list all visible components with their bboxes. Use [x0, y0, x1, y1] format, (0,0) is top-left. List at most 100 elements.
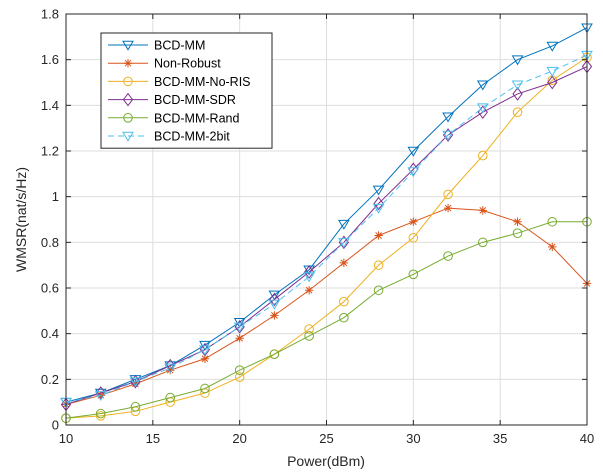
legend-item: BCD-MM-2bit: [108, 130, 230, 144]
series-line: [65, 54, 588, 403]
data-point: [478, 206, 487, 215]
legend-item: Non-Robust: [108, 57, 221, 71]
data-point: [547, 75, 558, 90]
data-point: [304, 286, 314, 295]
data-point: [443, 203, 453, 213]
data-point: [200, 383, 210, 394]
y-tick-label: 0.6: [41, 281, 59, 296]
legend-item: BCD-MM: [108, 39, 205, 53]
data-point: [269, 292, 280, 307]
data-point: [268, 290, 281, 301]
legend-label: Non-Robust: [154, 57, 221, 71]
data-point: [304, 324, 314, 334]
legend-item: BCD-MM-Rand: [108, 111, 239, 125]
legend-box: [100, 32, 273, 149]
data-point: [372, 185, 385, 196]
series-line: [65, 56, 588, 419]
data-point: [337, 238, 350, 249]
x-axis-label: Power(dBm): [287, 453, 365, 469]
legend: BCD-MM Non-Robust BCD-MM-No-RIS BCD-MM-SDR B…: [100, 32, 273, 149]
data-point: [512, 87, 523, 101]
legend-marker: [122, 131, 134, 142]
x-tick-label: 10: [59, 431, 73, 446]
data-point: [234, 372, 245, 382]
y-tick-label: 0.2: [41, 372, 59, 387]
y-tick-label: 1.4: [41, 98, 59, 113]
series-layer: [60, 23, 593, 423]
legend-item: BCD-MM-SDR: [108, 92, 236, 107]
legend-marker: [123, 76, 133, 87]
data-point: [408, 162, 419, 177]
legend-label: BCD-MM-SDR: [154, 93, 236, 107]
x-tick-label: 30: [406, 431, 420, 446]
data-point: [164, 363, 177, 374]
data-point: [513, 217, 522, 226]
data-point: [339, 258, 349, 268]
x-tick-label: 20: [232, 431, 246, 446]
data-point: [373, 260, 384, 270]
data-point: [199, 345, 211, 356]
x-tick-label: 15: [146, 431, 160, 446]
y-tick-label: 1.2: [41, 144, 59, 159]
data-point: [303, 272, 316, 283]
x-tick-label: 40: [580, 431, 594, 446]
data-point: [478, 150, 488, 161]
legend-label: BCD-MM: [154, 39, 205, 53]
data-point: [373, 196, 384, 211]
data-point: [443, 189, 453, 200]
data-point: [95, 386, 106, 400]
data-point: [476, 103, 489, 114]
y-tick-label: 1.6: [41, 52, 59, 67]
series-line: [65, 27, 588, 403]
data-point: [94, 391, 107, 402]
data-point: [442, 112, 454, 123]
data-point: [511, 55, 524, 66]
data-point: [409, 217, 418, 226]
data-point: [443, 251, 453, 261]
series-line: [65, 66, 588, 405]
data-point: [130, 374, 141, 389]
data-point: [548, 242, 557, 252]
data-point: [269, 349, 280, 360]
data-point: [372, 203, 385, 214]
legend-marker: [123, 59, 133, 68]
data-point: [339, 312, 349, 323]
data-point: [476, 80, 489, 91]
legend-label: BCD-MM-Rand: [154, 111, 239, 125]
data-point: [233, 322, 246, 333]
legend-marker: [122, 92, 134, 107]
data-point: [165, 358, 176, 373]
data-point: [129, 377, 142, 388]
data-point: [407, 167, 420, 178]
data-point: [165, 392, 175, 403]
legend-marker: [123, 113, 133, 123]
data-point: [442, 128, 454, 142]
legend-marker: [122, 40, 134, 51]
x-tick-label: 35: [493, 431, 507, 446]
data-point: [407, 146, 420, 157]
data-point: [442, 130, 454, 141]
series-line: [65, 207, 588, 405]
data-point: [546, 66, 559, 77]
data-point: [512, 107, 523, 117]
x-tick-label: 25: [319, 431, 333, 446]
data-point: [130, 401, 141, 412]
data-point: [95, 411, 106, 421]
data-point: [408, 269, 419, 280]
data-point: [131, 379, 140, 389]
y-tick-label: 0: [52, 418, 59, 433]
legend-label: BCD-MM-No-RIS: [154, 75, 251, 89]
y-tick-label: 1: [52, 189, 59, 204]
data-point: [374, 231, 383, 240]
legend-label: BCD-MM-2bit: [154, 130, 230, 144]
data-point: [234, 365, 245, 376]
data-point: [512, 228, 523, 238]
data-point: [339, 296, 349, 307]
series-line: [65, 221, 587, 419]
y-tick-label: 0.4: [41, 326, 59, 341]
data-point: [200, 354, 210, 363]
data-point: [338, 235, 349, 250]
data-point: [511, 80, 524, 91]
data-point: [408, 232, 419, 243]
